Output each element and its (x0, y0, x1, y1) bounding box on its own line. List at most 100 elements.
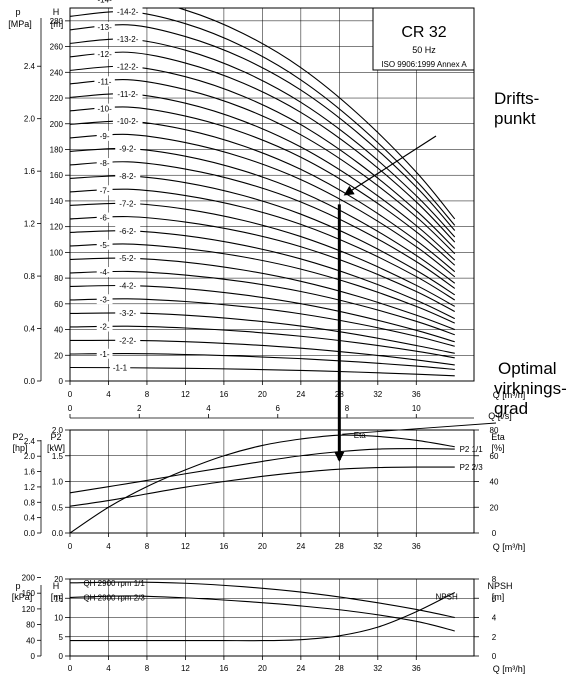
x-tick-label: 24 (296, 542, 305, 551)
x-axis-label: Q [m³/h] (493, 390, 526, 400)
x-tick-label: 8 (145, 664, 150, 673)
head-curve (176, 8, 456, 220)
x-tick-label: 32 (373, 542, 382, 551)
head-curve-label-bg (94, 103, 115, 114)
x-tick-label: 28 (335, 664, 344, 673)
p-axis-unit: [MPa] (8, 19, 32, 29)
h-tick-label: 60 (54, 300, 63, 309)
h3-tick-label: 0 (59, 652, 64, 661)
npsh-series-curve (69, 581, 455, 619)
h-tick-label: 280 (50, 17, 64, 26)
head-curve-label-bg (115, 198, 141, 209)
chart-standard: ISO 9906:1999 Annex A (381, 60, 467, 69)
x-tick-label: 8 (145, 390, 150, 399)
head-curve-label-bg (115, 225, 141, 236)
kw-axis-unit: [kW] (47, 443, 65, 453)
x-tick-label: 20 (258, 390, 267, 399)
x-tick-label: 32 (373, 664, 382, 673)
eta-annotation-leader (342, 422, 497, 435)
x-tick-label: 20 (258, 542, 267, 551)
head-curve-label: -7- (100, 186, 110, 195)
head-curve-label: -8- (100, 159, 110, 168)
eta-annotation-line2: virknings- (494, 379, 567, 398)
title-box (372, 7, 475, 71)
p-axis-label: p (15, 7, 20, 17)
head-curve (70, 133, 456, 278)
eta-annotation-line1: Optimal (498, 359, 557, 378)
head-curve (70, 325, 455, 359)
npsh-tick-label: 4 (492, 614, 497, 623)
x-tick-label: 4 (106, 542, 111, 551)
h-axis-unit: [m] (51, 19, 64, 29)
hp-tick-label: 0.4 (24, 514, 36, 523)
ls-tick-label: 2 (137, 404, 142, 413)
head-curve-label: -13- (98, 23, 113, 32)
power-series-curve (69, 447, 455, 494)
h-tick-label: 240 (50, 68, 64, 77)
h-tick-label: 220 (50, 94, 64, 103)
p-tick-label: 0.0 (24, 377, 36, 386)
head-curve (70, 51, 456, 243)
h-tick-label: 80 (54, 274, 63, 283)
x-tick-label: 36 (412, 664, 421, 673)
head-curve-label-bg (109, 362, 131, 373)
hp-axis-label: P2 (12, 432, 23, 442)
head-curve-label: -11- (98, 77, 112, 86)
head-curve-label: -9- (100, 132, 110, 141)
h3-axis-unit: [m] (51, 592, 64, 602)
head-curve (70, 366, 455, 377)
h-tick-label: 120 (50, 223, 64, 232)
hp-tick-label: 1.6 (24, 468, 36, 477)
kw-tick-label: 2.0 (52, 426, 64, 435)
head-curve-label: -10- (98, 105, 113, 114)
npsh-series-curve (69, 591, 456, 642)
x-tick-label: 0 (68, 390, 73, 399)
x-tick-label: 0 (68, 542, 73, 551)
h-tick-label: 160 (50, 171, 64, 180)
x-tick-label: 36 (412, 542, 421, 551)
head-curve-label: -5- (100, 241, 110, 250)
h-tick-label: 40 (54, 326, 63, 335)
x-tick-label: 0 (68, 664, 73, 673)
head-curve (70, 106, 456, 266)
head-plot-frame (69, 7, 475, 382)
p-tick-label: 0.4 (24, 325, 36, 334)
x-tick-label: 12 (181, 390, 190, 399)
npsh-tick-label: 0 (492, 652, 497, 661)
hp-tick-label: 2.0 (24, 452, 36, 461)
power-series-curve (69, 434, 455, 534)
head-curve-label-bg (94, 49, 115, 60)
head-curve-label-bg (115, 143, 141, 154)
head-curve-label: -1- (100, 350, 110, 359)
npsh-axis-label: NPSH (487, 581, 512, 591)
x-tick-label: 20 (258, 664, 267, 673)
chart-title: CR 32 (401, 24, 446, 41)
head-curve (70, 216, 456, 313)
x-tick-label: 12 (181, 664, 190, 673)
head-curve-label-bg (96, 348, 113, 359)
x-tick-label: 16 (219, 542, 228, 551)
head-curve-label: -2- (100, 323, 110, 332)
kw-tick-label: 0.5 (52, 503, 64, 512)
head-curve-label-bg (96, 130, 113, 141)
head-curve-label: -12- (98, 50, 113, 59)
h-tick-label: 20 (54, 351, 63, 360)
power-curve-label: P2 2/3 (460, 463, 484, 472)
x-tick-label: 24 (296, 390, 305, 399)
head-curve-label-bg (94, 21, 115, 32)
qh-curve-label: QH 2900 rpm 1/1 (83, 579, 145, 588)
npsh-axis-unit: [m] (492, 592, 505, 602)
head-curve (70, 353, 455, 370)
h3-tick-label: 10 (54, 614, 63, 623)
x-tick-label: 16 (219, 664, 228, 673)
head-curve-label-bg (96, 239, 113, 250)
head-curve-label-bg (96, 294, 113, 305)
npsh-tick-label: 6 (492, 594, 497, 603)
head-curve-label-bg (94, 0, 115, 5)
x-tick-label: 8 (145, 542, 150, 551)
head-curve-label: -10-2- (117, 117, 139, 126)
head-curve-label: -1-1 (113, 364, 128, 373)
eta-axis-label: Eta (491, 432, 505, 442)
kw-tick-label: 0.0 (52, 529, 64, 538)
